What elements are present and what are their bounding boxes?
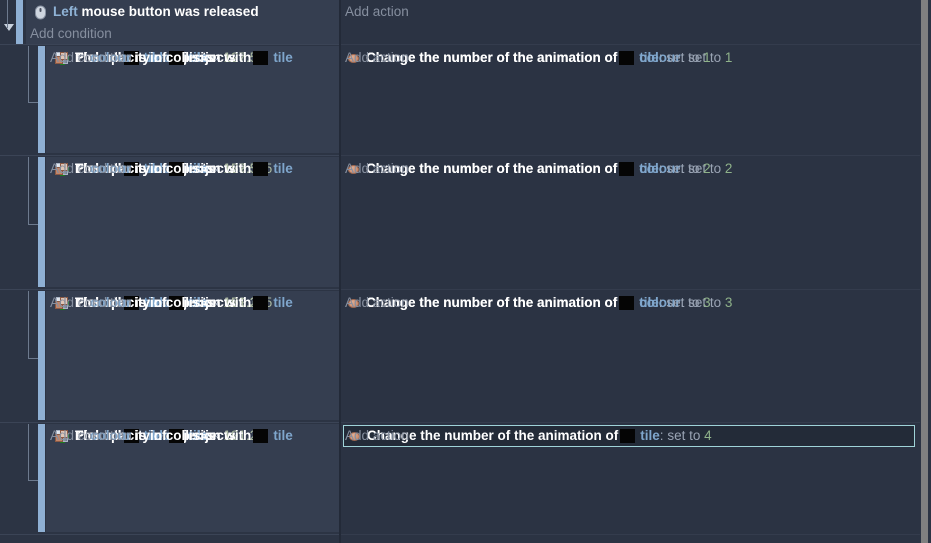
object-thumbnail [253, 296, 268, 310]
event-separator-right [341, 155, 920, 156]
action-list-2: Change the number of the animation ofcol… [345, 158, 915, 180]
event-separator-right [341, 289, 920, 290]
event-separator [0, 155, 339, 156]
event-separator [0, 44, 339, 45]
add-action-3[interactable]: Add action [345, 292, 915, 314]
mouse-icon [32, 4, 48, 20]
action-list-4: Change the number of the animation ofcol… [345, 425, 915, 447]
add-condition-2[interactable]: Add condition [50, 158, 132, 180]
object-thumbnail [253, 51, 268, 65]
tree-line-horizontal [28, 102, 38, 103]
condition-text: is in collision with [135, 158, 251, 180]
collapse-toggle-icon[interactable] [2, 20, 16, 34]
add-condition-3[interactable]: Add condition [50, 292, 132, 314]
condition-object-2: tile [273, 425, 293, 447]
condition-list-1: Pick alltile objectsPick allcolour objec… [54, 47, 136, 69]
event-separator-right [341, 422, 920, 423]
actions-column [341, 0, 920, 543]
object-thumbnail [253, 162, 268, 176]
event-gutter-2 [38, 157, 45, 287]
event-separator-right [341, 44, 920, 45]
action-list-3: Change the number of the animation ofcol… [345, 292, 915, 314]
event-gutter-3 [38, 291, 45, 420]
condition-text: is in collision with [135, 47, 251, 69]
add-action-4[interactable]: Add action [345, 425, 915, 447]
add-condition-4[interactable]: Add condition [50, 425, 132, 447]
condition-list-4: Pick alltile objectsPick allcolour objec… [54, 425, 136, 447]
add-condition-1[interactable]: Add condition [50, 47, 132, 69]
column-divider [339, 0, 341, 543]
tree-line-root-vertical [7, 0, 8, 28]
object-thumbnail [253, 429, 268, 443]
add-condition-root[interactable]: Add condition [30, 23, 112, 45]
condition-text: mouse button was released [82, 1, 259, 23]
event-separator [0, 534, 339, 535]
tree-line-vertical [28, 291, 29, 358]
tree-line-vertical [28, 157, 29, 224]
event-gutter-root [16, 0, 23, 44]
condition-object-2: tile [273, 158, 293, 180]
condition-list-2: Pick alltile objectsPick allcolour objec… [54, 158, 136, 180]
event-separator-right [341, 534, 920, 535]
add-action-2[interactable]: Add action [345, 158, 915, 180]
event-sheet-root: Left mouse button was released Add condi… [0, 0, 931, 543]
tree-line-vertical [28, 46, 29, 102]
vertical-scrollbar[interactable] [921, 0, 928, 543]
condition-prefix: Left [53, 1, 78, 23]
tree-line-horizontal [28, 358, 38, 359]
add-action-root[interactable]: Add action [345, 1, 409, 23]
event-gutter-4 [38, 424, 45, 532]
tree-line-horizontal [28, 480, 38, 481]
condition-list-3: Pick alltile objectsPick allcolour objec… [54, 292, 136, 314]
condition-object-2: tile [273, 292, 293, 314]
tree-line-vertical [28, 424, 29, 480]
condition-text: is in collision with [135, 292, 251, 314]
condition-object-2: tile [273, 47, 293, 69]
event-separator [0, 289, 339, 290]
condition-row-mouse-released[interactable]: Left mouse button was released [32, 1, 259, 23]
event-separator [0, 422, 339, 423]
condition-text: is in collision with [135, 425, 251, 447]
add-action-1[interactable]: Add action [345, 47, 915, 69]
tree-line-horizontal [28, 224, 38, 225]
action-list-1: Change the number of the animation ofcol… [345, 47, 915, 69]
event-gutter-1 [38, 46, 45, 153]
